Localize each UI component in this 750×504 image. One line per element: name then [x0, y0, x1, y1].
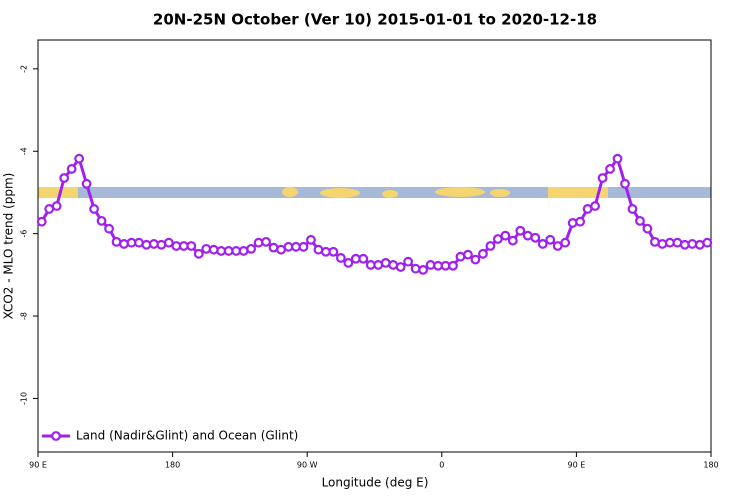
data-point [545, 234, 556, 245]
data-point [343, 257, 354, 268]
data-point [635, 215, 645, 226]
y-tick-label: -2 [20, 65, 29, 73]
data-point [403, 256, 414, 267]
data-point [74, 153, 85, 164]
data-point [410, 263, 421, 274]
x-tick-label: 0 [439, 461, 444, 470]
data-point [335, 253, 346, 263]
y-tick-label: -8 [20, 312, 29, 320]
data-point [627, 204, 638, 214]
data-point [500, 230, 511, 241]
x-tick-label: 90 E [29, 461, 47, 470]
data-point [552, 241, 563, 251]
series-line [40, 155, 708, 272]
x-tick-label: 90 E [568, 461, 586, 470]
x-tick-label: 180 [703, 461, 718, 470]
data-point [448, 260, 458, 271]
data-point [507, 235, 518, 246]
data-point [119, 239, 129, 249]
data-point [463, 249, 473, 260]
x-tick-label: 180 [165, 461, 180, 470]
data-point [560, 237, 571, 248]
data-point [515, 225, 526, 236]
data-point [418, 264, 429, 275]
data-point [605, 164, 615, 174]
data-point [567, 218, 578, 228]
data-point [66, 164, 77, 174]
data-point [193, 248, 204, 259]
data-point [261, 236, 271, 247]
data-point [642, 223, 653, 234]
data-point [89, 204, 99, 214]
data-point [597, 173, 608, 183]
data-point [590, 201, 600, 211]
data-point [306, 234, 316, 245]
data-point [104, 223, 114, 234]
x-axis-label: Longitude (deg E) [322, 476, 429, 490]
data-point [395, 262, 406, 272]
data-point [530, 232, 541, 243]
data-point [470, 254, 481, 265]
data-point [620, 178, 630, 189]
map-strip [38, 187, 711, 198]
data-point [485, 241, 496, 251]
data-point [702, 237, 713, 248]
data-point [96, 215, 107, 226]
x-tick-label: 90 W [297, 461, 318, 470]
data-point [163, 237, 174, 248]
data-point [186, 241, 197, 251]
chart-title: 20N-25N October (Ver 10) 2015-01-01 to 2… [153, 11, 597, 29]
data-point [537, 239, 548, 249]
y-tick-label: -6 [20, 230, 29, 238]
y-tick-label: -4 [20, 147, 29, 155]
data-point [478, 248, 488, 259]
data-point [358, 253, 369, 264]
data-point [298, 241, 309, 252]
data-point [328, 246, 339, 257]
data-point [36, 216, 47, 227]
legend-marker [51, 431, 61, 441]
data-point [612, 153, 623, 164]
y-tick-label: -10 [20, 392, 29, 405]
y-axis-label: XCO2 - MLO trend (ppm) [2, 173, 16, 320]
plot-frame [37, 39, 712, 453]
data-point [246, 243, 257, 254]
data-point [51, 201, 62, 211]
data-point [208, 244, 219, 255]
data-point [575, 216, 586, 227]
data-point [81, 178, 92, 189]
data-point [657, 239, 668, 249]
data-point [492, 234, 503, 244]
data-point [59, 173, 70, 183]
legend-label: Land (Nadir&Glint) and Ocean (Glint) [76, 429, 298, 443]
